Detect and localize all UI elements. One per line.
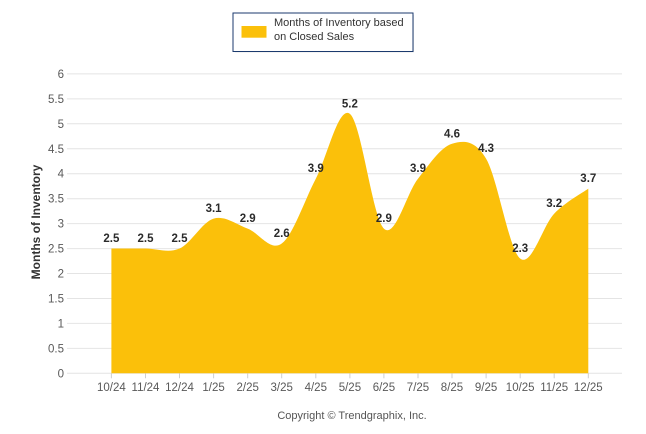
svg-text:on Closed Sales: on Closed Sales <box>274 31 355 43</box>
svg-text:5.5: 5.5 <box>48 94 64 106</box>
svg-text:2/25: 2/25 <box>237 382 259 394</box>
svg-text:1: 1 <box>58 318 64 330</box>
svg-text:3.1: 3.1 <box>206 203 223 215</box>
svg-text:0: 0 <box>58 368 64 380</box>
svg-text:3.5: 3.5 <box>48 194 64 206</box>
svg-text:4.3: 4.3 <box>478 143 494 155</box>
svg-text:2.5: 2.5 <box>172 233 189 245</box>
svg-text:4.5: 4.5 <box>48 144 64 156</box>
svg-text:10/25: 10/25 <box>506 382 535 394</box>
svg-text:1.5: 1.5 <box>48 294 64 306</box>
svg-text:2: 2 <box>58 269 64 281</box>
svg-text:5: 5 <box>58 119 64 131</box>
svg-text:9/25: 9/25 <box>475 382 497 394</box>
svg-text:3.2: 3.2 <box>546 198 562 210</box>
svg-text:2.3: 2.3 <box>512 243 528 255</box>
svg-text:4.6: 4.6 <box>444 128 460 140</box>
svg-text:4/25: 4/25 <box>305 382 327 394</box>
svg-text:12/25: 12/25 <box>574 382 603 394</box>
svg-text:6/25: 6/25 <box>373 382 395 394</box>
svg-text:3: 3 <box>58 219 64 231</box>
svg-text:Months of Inventory: Months of Inventory <box>29 164 43 279</box>
svg-text:2.5: 2.5 <box>103 233 120 245</box>
svg-text:3.9: 3.9 <box>308 163 324 175</box>
svg-text:3.9: 3.9 <box>410 163 426 175</box>
svg-text:2.5: 2.5 <box>48 244 64 256</box>
svg-text:12/24: 12/24 <box>165 382 194 394</box>
svg-text:2.5: 2.5 <box>138 233 155 245</box>
svg-text:2.9: 2.9 <box>376 213 392 225</box>
svg-text:8/25: 8/25 <box>441 382 463 394</box>
svg-text:0.5: 0.5 <box>48 343 64 355</box>
svg-text:Copyright © Trendgraphix, Inc.: Copyright © Trendgraphix, Inc. <box>277 410 426 422</box>
svg-text:3/25: 3/25 <box>271 382 293 394</box>
svg-text:2.9: 2.9 <box>240 213 256 225</box>
svg-text:10/24: 10/24 <box>97 382 126 394</box>
svg-text:11/25: 11/25 <box>540 382 568 394</box>
svg-text:1/25: 1/25 <box>202 382 224 394</box>
svg-text:3.7: 3.7 <box>580 173 596 185</box>
svg-text:4: 4 <box>58 169 65 181</box>
svg-text:5/25: 5/25 <box>339 382 361 394</box>
svg-text:11/24: 11/24 <box>132 382 161 394</box>
svg-text:5.2: 5.2 <box>342 98 358 110</box>
svg-text:Months of Inventory based: Months of Inventory based <box>274 17 404 29</box>
svg-text:2.6: 2.6 <box>274 228 290 240</box>
svg-text:6: 6 <box>58 69 64 81</box>
svg-text:7/25: 7/25 <box>407 382 429 394</box>
